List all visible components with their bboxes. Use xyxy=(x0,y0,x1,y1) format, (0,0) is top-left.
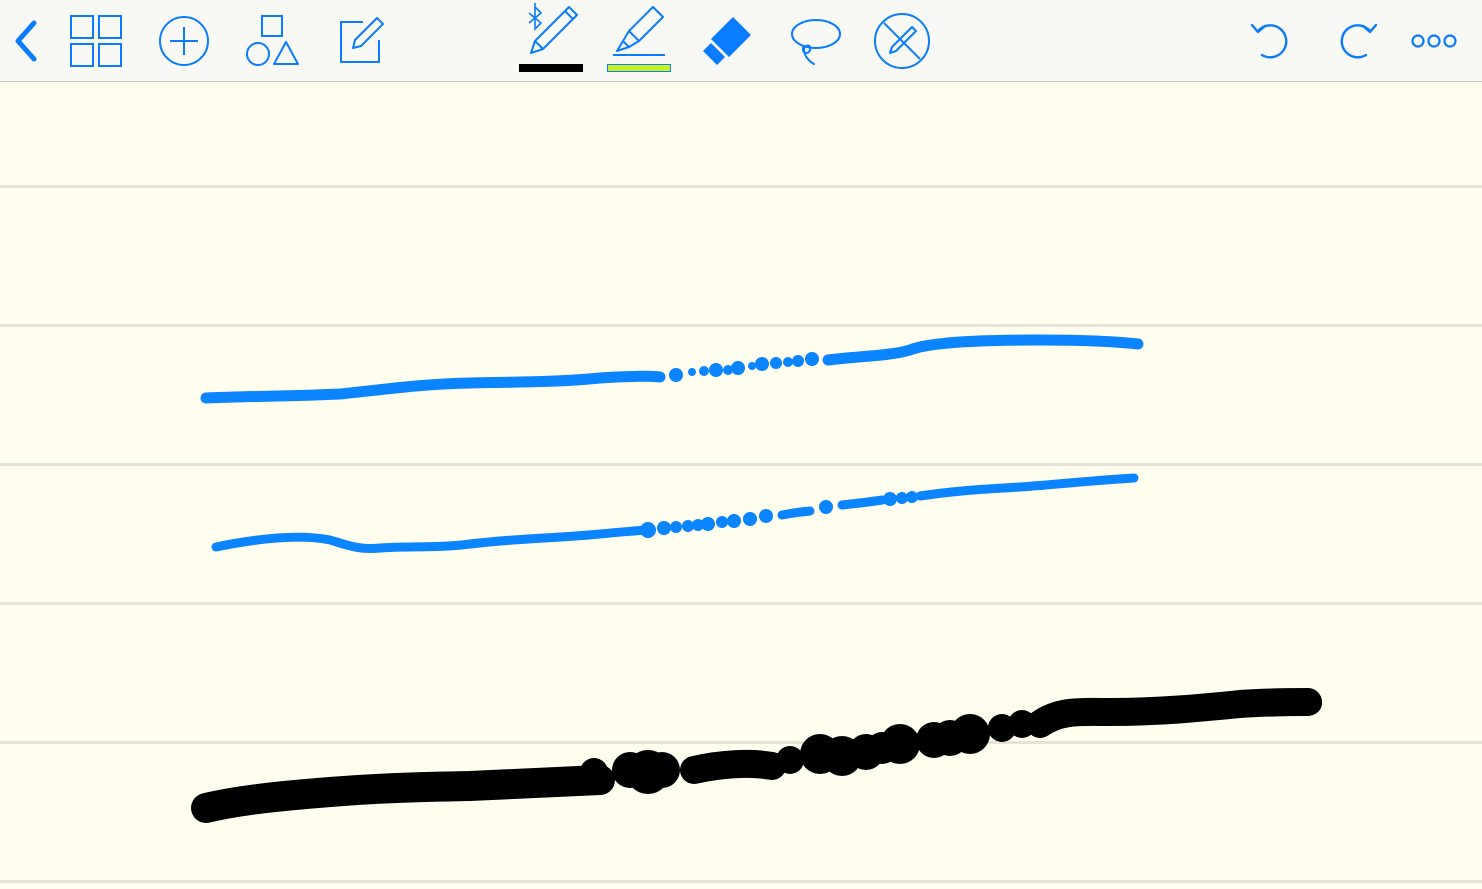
more-button[interactable] xyxy=(1404,0,1464,81)
eraser-tool-button[interactable] xyxy=(696,0,758,81)
redo-icon xyxy=(1340,23,1378,58)
add-page-button[interactable] xyxy=(154,0,214,81)
undo-button[interactable] xyxy=(1244,0,1296,81)
highlighter-icon xyxy=(613,6,665,56)
page-rule-line xyxy=(0,185,1482,188)
ink-canvas[interactable] xyxy=(0,82,1482,889)
ink-stroke-blue-1 xyxy=(200,334,1144,404)
add-icon xyxy=(159,15,209,66)
palm-rejection-button[interactable] xyxy=(870,0,934,81)
ink-stroke-black xyxy=(191,688,1322,823)
more-icon xyxy=(1411,33,1457,48)
back-icon xyxy=(15,20,37,61)
compose-button[interactable] xyxy=(330,0,390,81)
thumbnails-icon xyxy=(70,14,122,67)
highlighter-color-swatch[interactable] xyxy=(607,64,671,72)
thumbnails-button[interactable] xyxy=(66,0,126,81)
lasso-tool-button[interactable] xyxy=(784,0,846,81)
pen-tool-button[interactable] xyxy=(516,0,586,62)
no-palm-icon xyxy=(874,12,930,69)
page-rule-line xyxy=(0,324,1482,327)
note-page[interactable] xyxy=(0,82,1482,889)
ink-stroke-blue-2 xyxy=(211,473,1139,553)
pen-color-swatch[interactable] xyxy=(519,64,583,72)
undo-icon xyxy=(1250,23,1288,58)
shapes-button[interactable] xyxy=(240,0,304,81)
highlighter-tool-button[interactable] xyxy=(604,0,674,62)
compose-icon xyxy=(340,16,384,63)
redo-button[interactable] xyxy=(1332,0,1384,81)
back-button[interactable] xyxy=(4,0,46,81)
page-rule-line xyxy=(0,741,1482,744)
bluetooth-pen-icon xyxy=(528,3,578,54)
toolbar xyxy=(0,0,1482,82)
eraser-icon xyxy=(703,16,751,65)
page-rule-line xyxy=(0,602,1482,605)
page-rule-line xyxy=(0,880,1482,883)
lasso-icon xyxy=(791,18,841,65)
page-rule-line xyxy=(0,463,1482,466)
shapes-icon xyxy=(246,14,299,66)
